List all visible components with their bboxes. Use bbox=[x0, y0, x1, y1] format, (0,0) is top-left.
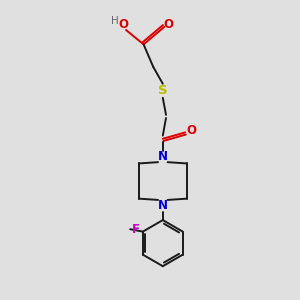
Text: F: F bbox=[132, 223, 140, 236]
Text: O: O bbox=[163, 18, 173, 31]
Text: H: H bbox=[111, 16, 119, 26]
Text: O: O bbox=[186, 124, 196, 137]
Text: N: N bbox=[158, 150, 168, 163]
Text: O: O bbox=[118, 18, 128, 31]
Text: S: S bbox=[158, 84, 168, 97]
Text: N: N bbox=[158, 199, 168, 212]
